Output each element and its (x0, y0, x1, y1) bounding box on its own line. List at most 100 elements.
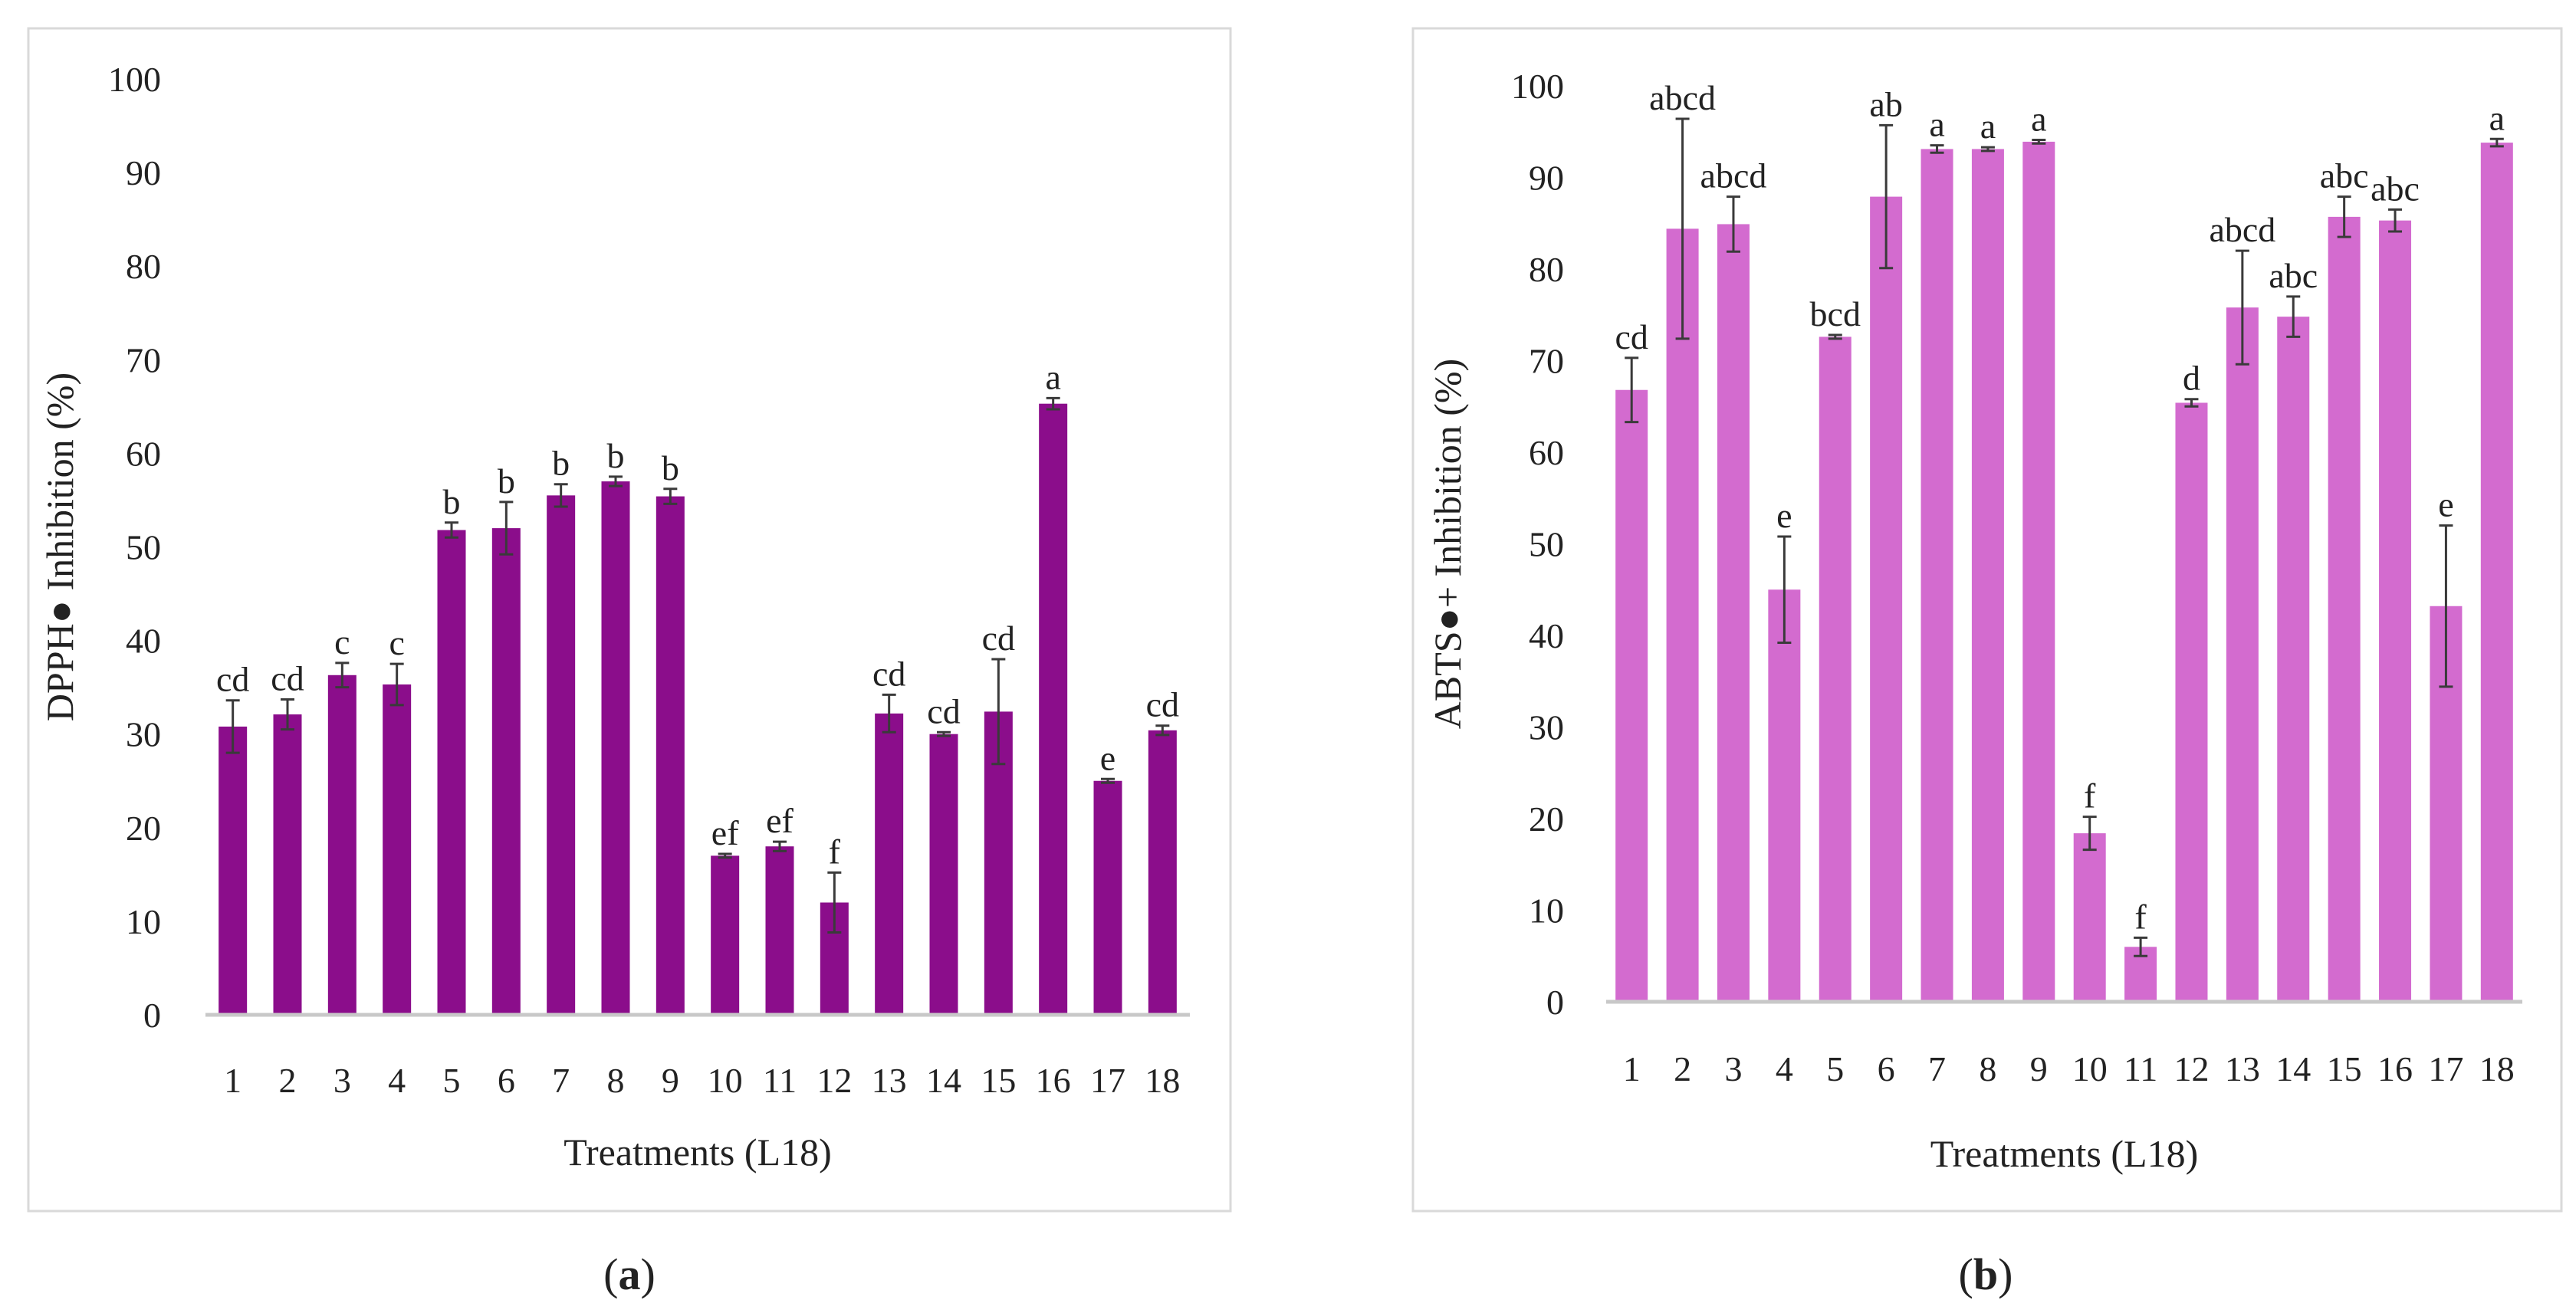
chart-a-y-tick-label: 40 (126, 622, 161, 661)
chart-b-y-tick-label: 10 (1529, 891, 1564, 931)
chart-a-y-tick-label: 0 (143, 996, 161, 1035)
chart-b-panel-label-part: b (1973, 1249, 1998, 1299)
chart-a-x-tick-label: 16 (1036, 1061, 1071, 1100)
chart-b-error-bar (1828, 333, 1842, 340)
chart-a-panel-label-part: ( (603, 1249, 618, 1299)
chart-b-x-axis-title: Treatments (L18) (1930, 1132, 2199, 1175)
chart-a-bar (601, 481, 630, 1015)
chart-b-error-bar (2134, 936, 2148, 957)
chart-a-y-tick-label: 70 (126, 340, 161, 379)
chart-a-error-bar (773, 840, 787, 852)
chart-a-bar (711, 855, 740, 1015)
chart-a-x-tick-label: 18 (1145, 1061, 1180, 1100)
chart-b-error-bar (2439, 524, 2453, 688)
chart-b-y-tick-label: 50 (1529, 525, 1564, 564)
chart-a-significance-label: b (498, 461, 515, 501)
chart-a-y-tick-label: 20 (126, 809, 161, 848)
chart-b-bar (2328, 216, 2361, 1002)
chart-a-significance-label: a (1045, 357, 1060, 396)
chart-a-x-tick-label: 5 (443, 1061, 461, 1100)
chart-b-error-bar (1625, 356, 1639, 424)
chart-b-bar (1615, 389, 1648, 1002)
chart-b-y-tick-label: 0 (1546, 983, 1564, 1022)
chart-b-bar (1971, 149, 2004, 1003)
chart-b-error-bar (2489, 137, 2504, 148)
chart-b-error-bar (1879, 123, 1894, 270)
chart-a-significance-label: cd (927, 691, 960, 730)
chart-b-x-tick-label: 9 (2030, 1049, 2048, 1088)
chart-b-y-tick-label: 80 (1529, 250, 1564, 289)
chart-a-y-tick-label: 10 (126, 902, 161, 941)
chart-a-x-axis-title: Treatments (L18) (564, 1131, 832, 1173)
chart-b-x-tick-label: 13 (2225, 1049, 2260, 1088)
chart-b-x-tick-label: 3 (1724, 1049, 1742, 1088)
chart-a-significance-label: b (607, 436, 625, 475)
chart-a-significance-label: c (389, 623, 404, 662)
chart-b-significance-label: a (2489, 98, 2505, 137)
chart-b-error-bar (1777, 535, 1792, 645)
chart-a-bar (327, 675, 356, 1015)
chart-a-bar (1039, 403, 1068, 1015)
chart-a-error-bar (499, 501, 514, 556)
chart-a-significance-label: b (552, 444, 570, 483)
chart-b-panel-label-part: ( (1959, 1249, 1973, 1299)
chart-b-error-bar (2388, 208, 2403, 233)
chart-a-bar (491, 528, 521, 1015)
chart-a-x-tick-label: 15 (981, 1061, 1016, 1100)
chart-a-x-tick-label: 7 (552, 1061, 570, 1100)
chart-b-x-tick-label: 11 (2124, 1049, 2157, 1088)
chart-b-significance-label: e (2438, 485, 2453, 524)
chart-a-error-bar (1046, 396, 1060, 411)
chart-b-significance-label: abcd (1649, 78, 1716, 117)
chart-b-significance-label: abc (2371, 169, 2420, 208)
chart-a-significance-label: e (1100, 738, 1116, 777)
chart-a-y-tick-label: 50 (126, 528, 161, 567)
chart-b-bar (1819, 336, 1852, 1002)
chart-b-error-bar (1930, 144, 1944, 154)
chart-a-error-bar (991, 658, 1006, 766)
chart-a-bar (1093, 780, 1122, 1015)
chart-b-x-tick-label: 4 (1776, 1049, 1793, 1088)
chart-b-error-bar (1980, 146, 1995, 153)
chart-a-y-axis-title: DPPH● Inhibition (%) (38, 373, 81, 721)
chart-a-significance-label: cd (872, 654, 905, 693)
chart-b-bar (2175, 402, 2208, 1002)
chart-b-x-tick-label: 17 (2428, 1049, 2463, 1088)
chart-a-error-bar (663, 487, 678, 505)
chart-a-x-tick-label: 2 (279, 1061, 297, 1100)
chart-a-x-tick-label: 1 (224, 1061, 242, 1100)
chart-b-significance-label: f (2084, 776, 2096, 816)
chart-b-bar (1666, 228, 1699, 1002)
chart-b-x-tick-label: 16 (2377, 1049, 2413, 1088)
chart-a-error-bar (882, 693, 896, 734)
chart-b-bar (2073, 833, 2106, 1002)
chart-b-error-bar (2286, 295, 2301, 338)
chart-b-significance-label: abc (2269, 256, 2318, 295)
chart-a-error-bar (389, 662, 404, 707)
chart-b-bar (2277, 317, 2310, 1002)
chart-a-x-tick-label: 6 (498, 1061, 515, 1100)
chart-a-significance-label: b (662, 448, 679, 487)
chart-a-significance-label: cd (982, 619, 1015, 658)
chart-a-error-bar (609, 475, 623, 487)
chart-a-error-bar (1155, 724, 1170, 737)
chart-b-significance-label: a (1929, 105, 1944, 144)
chart-b-significance-label: cd (1615, 317, 1648, 356)
chart-a-error-bar (1101, 777, 1115, 784)
chart-b-significance-label: abcd (2209, 210, 2275, 249)
chart-b-significance-label: a (2031, 100, 2046, 139)
chart-a-x-tick-label: 8 (607, 1061, 625, 1100)
chart-b-bar (2226, 307, 2259, 1002)
chart-a-y-tick-label: 30 (126, 715, 161, 754)
chart-a-frame (27, 27, 1232, 1213)
chart-a-x-tick-label: 13 (872, 1061, 907, 1100)
chart-b-y-tick-label: 90 (1529, 159, 1564, 198)
chart-b-y-tick-label: 100 (1511, 67, 1564, 106)
chart-a-bar (1148, 730, 1177, 1015)
chart-a-panel-label: (a) (603, 1249, 656, 1299)
chart-b-x-tick-label: 7 (1928, 1049, 1946, 1088)
chart-a-bar (875, 713, 904, 1015)
chart-b-x-tick-label: 15 (2327, 1049, 2362, 1088)
chart-a-error-bar (827, 871, 842, 934)
chart-b-significance-label: ab (1869, 84, 1902, 123)
